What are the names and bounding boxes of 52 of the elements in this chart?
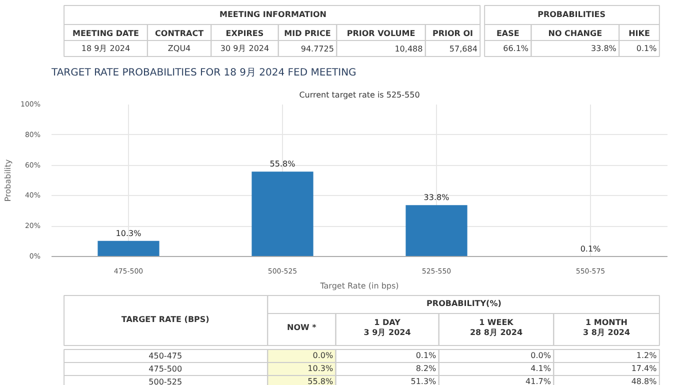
text: 33.8% xyxy=(590,44,617,53)
text: PROBABILITY(%) xyxy=(426,299,502,308)
text: 10.3% xyxy=(308,364,334,373)
text: 51.3% xyxy=(410,377,437,385)
data-label: 10.3% xyxy=(116,228,142,238)
data-label: 55.8% xyxy=(270,160,296,169)
text: ZQU4 xyxy=(168,44,191,53)
text: 55.8% xyxy=(308,377,334,385)
text: 0.0% xyxy=(530,351,552,360)
text: 450-475 xyxy=(148,352,182,360)
text: 48.8% xyxy=(631,377,658,385)
y-axis-title: Probability xyxy=(3,159,12,202)
x-axis-title: Target Rate (in bps) xyxy=(319,282,399,290)
text: CONTRACT xyxy=(155,29,204,38)
bar xyxy=(98,240,160,256)
text: 500-525 xyxy=(148,378,182,385)
text: 0.1% xyxy=(636,44,658,53)
text: 4.1% xyxy=(530,364,552,373)
text: 18 9月 2024 xyxy=(81,44,130,53)
data-label: 0.1% xyxy=(580,244,602,254)
bar xyxy=(406,205,468,256)
text: NOW * xyxy=(287,323,318,332)
text: 10,488 xyxy=(394,44,423,54)
text: MEETING INFORMATION xyxy=(220,10,326,19)
text: EASE xyxy=(496,29,520,38)
text: 30 9月 2024 xyxy=(220,44,270,53)
text: 1.2% xyxy=(636,351,658,360)
text: 41.7% xyxy=(526,377,552,385)
text: 1 MONTH 3 8月 2024 xyxy=(583,318,630,337)
text: NO CHANGE xyxy=(548,29,602,38)
chart-subtitle: Current target rate is 525-550 xyxy=(299,90,420,100)
text: 94.7725 xyxy=(300,44,334,54)
text: 66.1% xyxy=(503,44,529,53)
text: EXPIRES xyxy=(226,29,264,38)
text: 0.0% xyxy=(312,351,334,360)
text: PRIOR OI xyxy=(432,29,474,38)
text: MEETING DATE xyxy=(72,29,140,38)
text: 57,684 xyxy=(449,44,478,54)
text: PROBABILITIES xyxy=(538,10,606,19)
bar xyxy=(252,172,314,256)
text: 8.2% xyxy=(416,364,437,373)
text: 1 WEEK 28 8月 2024 xyxy=(470,318,523,337)
text: PRIOR VOLUME xyxy=(346,29,416,38)
data-label: 33.8% xyxy=(424,193,450,202)
text: HIKE xyxy=(628,29,650,38)
text: MID PRICE xyxy=(284,29,331,38)
chart-title: TARGET RATE PROBABILITIES FOR 18 9月 2024 FED MEETING xyxy=(50,68,356,78)
text: 0.1% xyxy=(416,351,437,360)
text: 1 DAY 3 9月 2024 xyxy=(364,318,412,337)
text: 475-500 xyxy=(148,364,182,374)
text: 17.4% xyxy=(631,364,658,373)
text: TARGET RATE (BPS) xyxy=(121,315,210,324)
